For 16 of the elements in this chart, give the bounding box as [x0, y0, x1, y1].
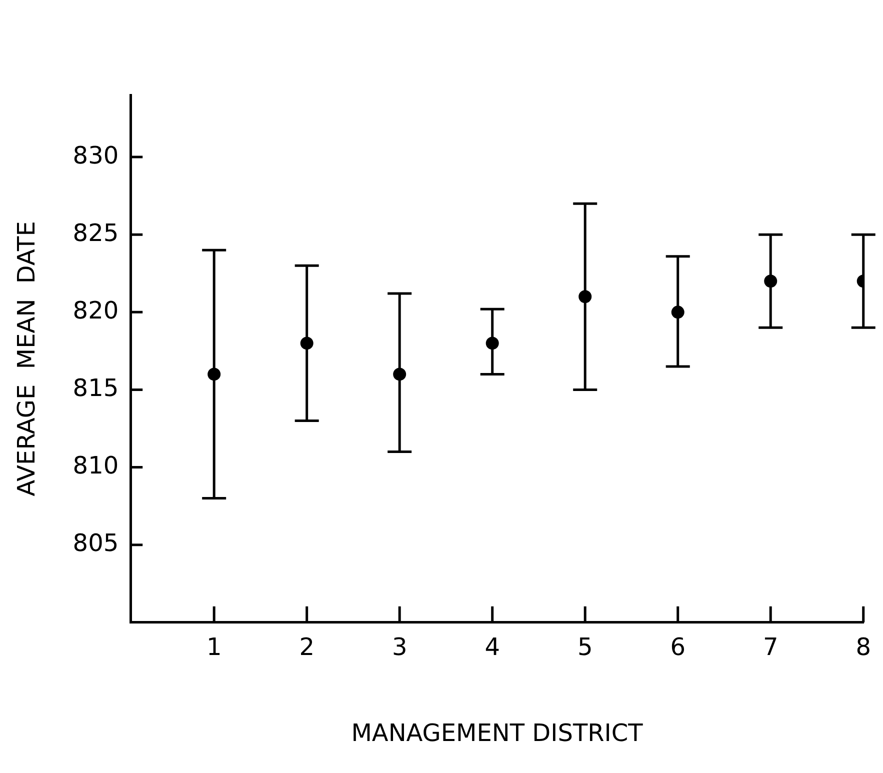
x-tick-label: 7 [762, 633, 778, 662]
x-tick-label: 8 [856, 633, 872, 662]
y-tick-label: 830 [72, 141, 119, 170]
y-axis-title: AVERAGE MEAN DATE [12, 221, 41, 496]
y-tick-label: 825 [72, 218, 119, 247]
x-tick-label: 6 [670, 633, 686, 662]
y-tick-label: 805 [72, 529, 119, 558]
x-tick-label: 3 [392, 633, 408, 662]
y-tick-label: 815 [72, 374, 119, 402]
x-tick-label: 5 [577, 633, 593, 662]
y-tick-label: 810 [72, 452, 119, 480]
x-axis-title: MANAGEMENT DISTRICT [351, 718, 644, 747]
x-tick-label: 2 [299, 633, 314, 662]
x-tick-label: 1 [206, 633, 222, 662]
x-tick-label: 4 [484, 633, 500, 662]
y-tick-label: 820 [72, 296, 119, 324]
